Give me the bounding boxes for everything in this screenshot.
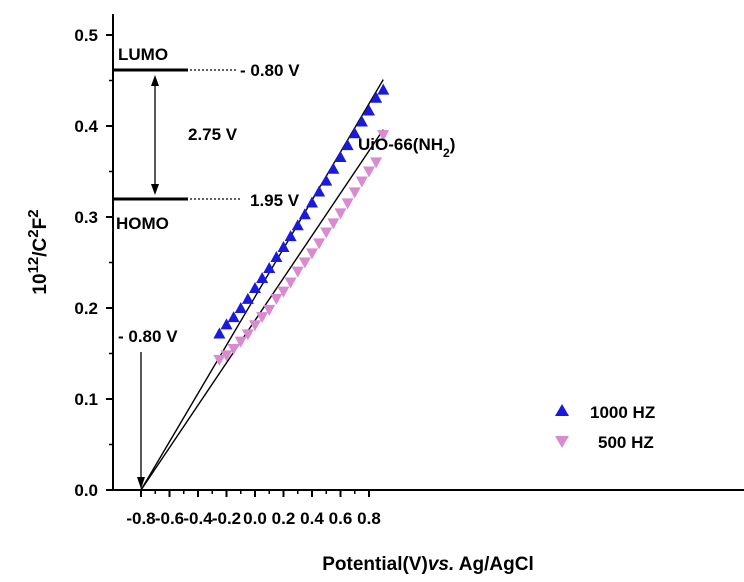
data-point-500hz (291, 266, 304, 278)
x-tick-label: 0.4 (300, 509, 324, 528)
data-point-1000hz (327, 162, 340, 174)
data-point-500hz (277, 286, 290, 298)
data-points (213, 83, 390, 366)
data-point-500hz (227, 343, 240, 355)
data-point-500hz (270, 293, 283, 305)
x-tick-label: -0.6 (155, 509, 184, 528)
data-point-1000hz (306, 196, 318, 208)
gap-arrow-head-down (151, 184, 159, 195)
compound-label: UiO-66(NH2) (358, 135, 455, 160)
flatband-label: - 0.80 V (118, 327, 178, 346)
x-tick-label: -0.4 (183, 509, 213, 528)
data-point-500hz (327, 218, 340, 230)
y-tick-label: 0.2 (74, 299, 98, 318)
data-point-1000hz (370, 91, 383, 103)
data-point-500hz (370, 157, 383, 169)
y-tick-label: 0.1 (74, 390, 98, 409)
y-tick-label: 0.0 (74, 481, 98, 500)
data-point-500hz (355, 176, 368, 188)
data-point-1000hz (263, 261, 276, 273)
legend: 1000 HZ 500 HZ (555, 403, 655, 452)
data-point-1000hz (334, 150, 347, 162)
data-point-500hz (263, 304, 276, 316)
data-point-1000hz (341, 139, 354, 151)
data-point-500hz (298, 257, 311, 269)
data-point-1000hz (277, 241, 290, 253)
x-tick-label: 0.0 (243, 509, 267, 528)
gap-arrow-head-up (151, 75, 159, 86)
data-point-500hz (348, 187, 361, 199)
x-tick-label: 0.6 (329, 509, 353, 528)
data-point-500hz (320, 227, 333, 239)
data-point-500hz (234, 336, 247, 348)
axis-ticks: -0.8 -0.6 -0.4 -0.2 0.0 0.2 0.4 0.6 0.80.00.10.2… (74, 26, 380, 528)
homo-label: HOMO (116, 214, 169, 233)
data-point-1000hz (241, 292, 254, 304)
lumo-label: LUMO (118, 45, 168, 64)
data-point-500hz (363, 166, 375, 178)
data-point-1000hz (213, 327, 226, 339)
data-point-1000hz (227, 311, 240, 323)
legend-label-500hz: 500 HZ (598, 433, 654, 452)
data-point-1000hz (377, 83, 390, 95)
homo-value: 1.95 V (250, 191, 300, 210)
x-tick-label: -0.2 (212, 509, 241, 528)
y-tick-label: 0.5 (74, 26, 98, 45)
data-point-1000hz (284, 230, 297, 242)
data-point-1000hz (298, 208, 311, 220)
x-tick-label: 0.8 (357, 509, 381, 528)
data-point-500hz (213, 354, 226, 366)
y-tick-label: 0.4 (74, 117, 98, 136)
data-point-1000hz (348, 127, 361, 139)
data-point-1000hz (313, 185, 326, 197)
data-point-1000hz (220, 318, 233, 330)
data-point-1000hz (234, 302, 247, 313)
lumo-value: - 0.80 V (240, 61, 300, 80)
legend-marker-1000hz (555, 404, 569, 416)
data-point-1000hz (363, 104, 375, 116)
flatband-arrow-head (137, 477, 145, 489)
data-point-1000hz (355, 115, 368, 127)
fit-line-1 (140, 129, 384, 491)
data-point-500hz (241, 329, 254, 341)
data-point-500hz (220, 350, 233, 362)
y-axis-title: 1012/C2F2 (25, 209, 52, 294)
data-point-500hz (256, 312, 269, 324)
data-point-500hz (284, 277, 297, 289)
data-point-500hz (334, 208, 347, 220)
data-point-1000hz (270, 251, 283, 263)
x-axis-title: Potential(V)vs. Ag/AgCl (322, 554, 534, 575)
legend-marker-500hz (555, 436, 569, 448)
data-point-1000hz (291, 219, 304, 231)
data-point-1000hz (249, 281, 261, 293)
data-point-1000hz (256, 271, 269, 283)
data-point-500hz (249, 320, 261, 332)
y-tick-label: 0.3 (74, 208, 98, 227)
legend-label-1000hz: 1000 HZ (590, 403, 655, 422)
data-point-500hz (377, 130, 390, 142)
data-point-500hz (306, 248, 318, 260)
data-point-500hz (313, 238, 326, 250)
data-point-1000hz (320, 174, 333, 186)
x-tick-label: -0.8 (126, 509, 155, 528)
data-point-500hz (341, 198, 354, 210)
x-tick-label: 0.2 (272, 509, 296, 528)
gap-value: 2.75 V (188, 125, 238, 144)
